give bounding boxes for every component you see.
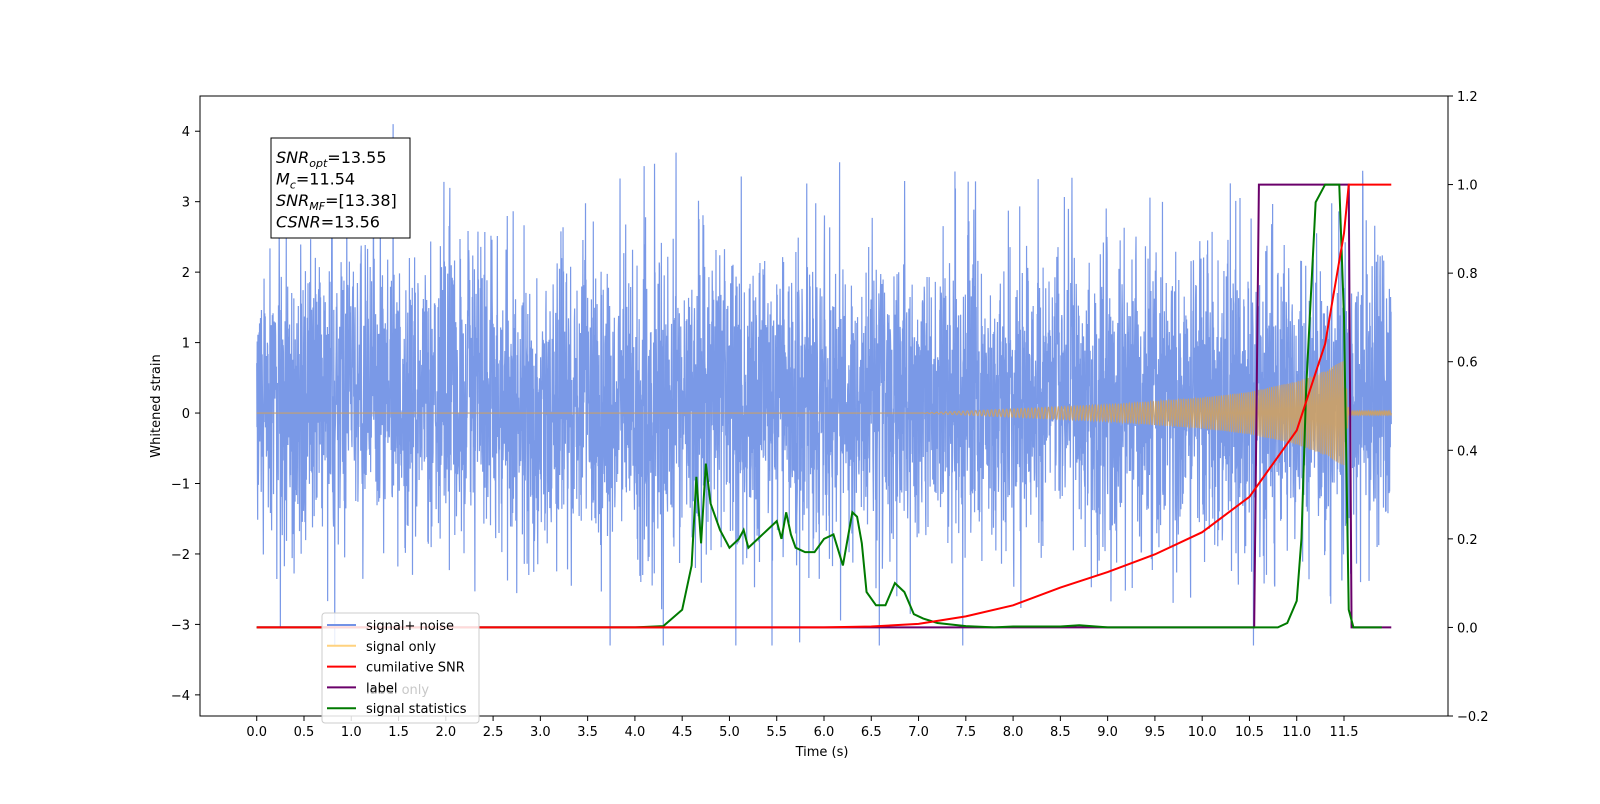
y-tick-label: −1 — [171, 478, 190, 493]
x-tick-label: 0.0 — [246, 725, 267, 740]
x-tick-label: 5.5 — [766, 725, 787, 740]
y-axis-left: 4 3 2 1 0 −1 −2 −3 −4 — [171, 125, 200, 704]
x-tick-label: 11.5 — [1330, 725, 1359, 740]
y-axis-label: Whitened strain — [149, 354, 164, 457]
x-tick-label: 8.5 — [1050, 725, 1071, 740]
legend-frame — [321, 612, 480, 724]
annotation-line: SNRopt=13.55 — [276, 148, 387, 170]
legend-label: signal only — [366, 640, 436, 655]
y2-tick-label: 1.2 — [1457, 90, 1478, 105]
x-tick-label: 2.0 — [435, 725, 456, 740]
x-tick-label: 4.0 — [625, 725, 646, 740]
x-tick-label: 7.0 — [908, 725, 929, 740]
x-tick-label: 5.0 — [719, 725, 740, 740]
annotation-box: SNRopt=13.55Mc=11.54SNRMF=[13.38]CSNR=13… — [270, 137, 411, 239]
x-tick-label: 10.5 — [1235, 725, 1264, 740]
x-tick-label: 1.0 — [341, 725, 362, 740]
y2-tick-label: 0.4 — [1457, 444, 1478, 459]
legend-label: signal statistics — [366, 702, 467, 717]
y-tick-label: 3 — [182, 196, 190, 211]
legend-label: label — [366, 681, 397, 696]
x-tick-label: 8.0 — [1003, 725, 1024, 740]
y2-tick-label: 0.6 — [1457, 356, 1478, 371]
series-signal-noise — [256, 124, 1392, 646]
x-axis-label: Time (s) — [795, 745, 849, 760]
x-tick-label: 6.0 — [814, 725, 835, 740]
x-tick-label: 0.5 — [294, 725, 315, 740]
y-tick-label: 1 — [182, 337, 190, 352]
x-tick-label: 3.0 — [530, 725, 551, 740]
x-tick-label: 3.5 — [577, 725, 598, 740]
series-signal-only — [256, 361, 1392, 466]
annotation-line: SNRMF=[13.38] — [276, 191, 397, 213]
x-tick-label: 2.5 — [483, 725, 504, 740]
annotation-line: Mc=11.54 — [276, 170, 355, 192]
legend: label only signal+ noise signal only cumila… — [321, 612, 480, 724]
y2-tick-label: −0.2 — [1457, 710, 1489, 725]
x-tick-label: 10.0 — [1188, 725, 1217, 740]
y-axis-right: 1.2 1.0 0.8 0.6 0.4 0.2 0.0 −0.2 — [1448, 90, 1489, 725]
annotation-frame — [270, 137, 411, 239]
annotation-line: CSNR=13.56 — [276, 213, 380, 232]
x-tick-label: 6.5 — [861, 725, 882, 740]
x-tick-label: 9.5 — [1145, 725, 1166, 740]
x-tick-label: 11.0 — [1282, 725, 1311, 740]
y-tick-label: −2 — [171, 548, 190, 563]
series-signal-statistics — [256, 183, 1382, 629]
y2-tick-label: 1.0 — [1457, 179, 1478, 194]
legend-ghost-text: label only — [366, 683, 429, 698]
legend-label: cumilative SNR — [366, 661, 465, 676]
series-layer — [256, 124, 1392, 646]
x-tick-label: 9.0 — [1097, 725, 1118, 740]
y-tick-label: 2 — [182, 266, 190, 281]
y-tick-label: −3 — [171, 618, 190, 633]
x-tick-label: 7.5 — [955, 725, 976, 740]
y-tick-label: 4 — [182, 125, 190, 140]
series-cumulative-snr — [256, 183, 1392, 629]
y-tick-label: −4 — [171, 689, 190, 704]
y2-tick-label: 0.8 — [1457, 267, 1478, 282]
x-axis: 0.0 0.5 1.0 1.5 2.0 2.5 3.0 3.5 4.0 4.5 5.0 5.5 6.0 6… — [246, 716, 1358, 740]
x-tick-label: 4.5 — [672, 725, 693, 740]
x-tick-label: 1.5 — [388, 725, 409, 740]
y-tick-label: 0 — [182, 407, 190, 422]
legend-label: signal+ noise — [366, 619, 454, 634]
y2-tick-label: 0.2 — [1457, 533, 1478, 548]
y2-tick-label: 0.0 — [1457, 621, 1478, 636]
